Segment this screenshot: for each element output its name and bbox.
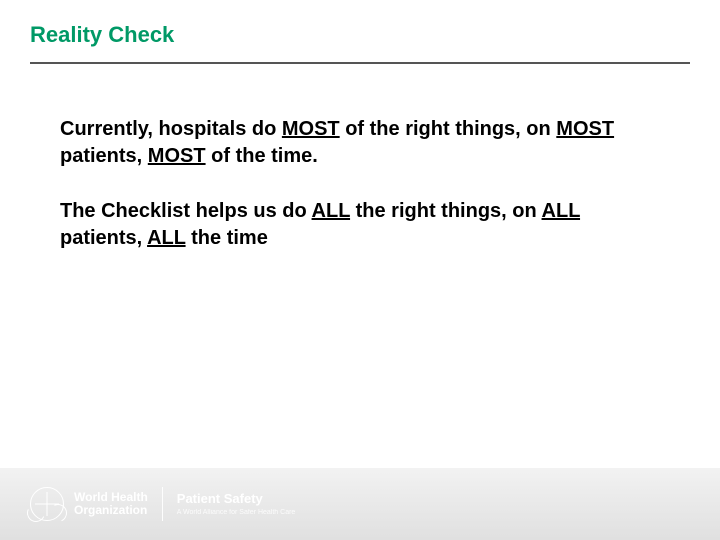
p2-word3: ALL <box>147 227 186 249</box>
footer-divider <box>162 487 163 521</box>
patient-safety-title: Patient Safety <box>177 492 296 506</box>
p1-seg1: Currently, hospitals do <box>60 118 282 140</box>
p2-word1: ALL <box>312 200 351 222</box>
slide-title: Reality Check <box>30 22 174 48</box>
p1-word3: MOST <box>148 145 206 167</box>
p1-word1: MOST <box>282 118 340 140</box>
patient-safety-block: Patient Safety A World Alliance for Safe… <box>177 492 296 515</box>
p1-seg4: of the time. <box>206 145 318 167</box>
p1-seg3: patients, <box>60 145 148 167</box>
body-content: Currently, hospitals do MOST of the righ… <box>60 116 620 252</box>
footer-bar: World Health Organization Patient Safety… <box>0 468 720 540</box>
p1-seg2: of the right things, on <box>340 118 557 140</box>
paragraph-1: Currently, hospitals do MOST of the righ… <box>60 116 620 170</box>
title-underline <box>30 62 690 64</box>
p2-seg4: the time <box>186 227 268 249</box>
p1-word2: MOST <box>556 118 614 140</box>
p2-seg1: The Checklist helps us do <box>60 200 312 222</box>
p2-word2: ALL <box>542 200 581 222</box>
p2-seg3: patients, <box>60 227 147 249</box>
who-line2: Organization <box>74 504 148 517</box>
who-text: World Health Organization <box>74 491 148 516</box>
patient-safety-subtitle: A World Alliance for Safer Health Care <box>177 509 296 516</box>
who-logo-block: World Health Organization <box>30 487 148 521</box>
paragraph-2: The Checklist helps us do ALL the right … <box>60 198 620 252</box>
who-emblem-icon <box>30 487 64 521</box>
p2-seg2: the right things, on <box>350 200 541 222</box>
